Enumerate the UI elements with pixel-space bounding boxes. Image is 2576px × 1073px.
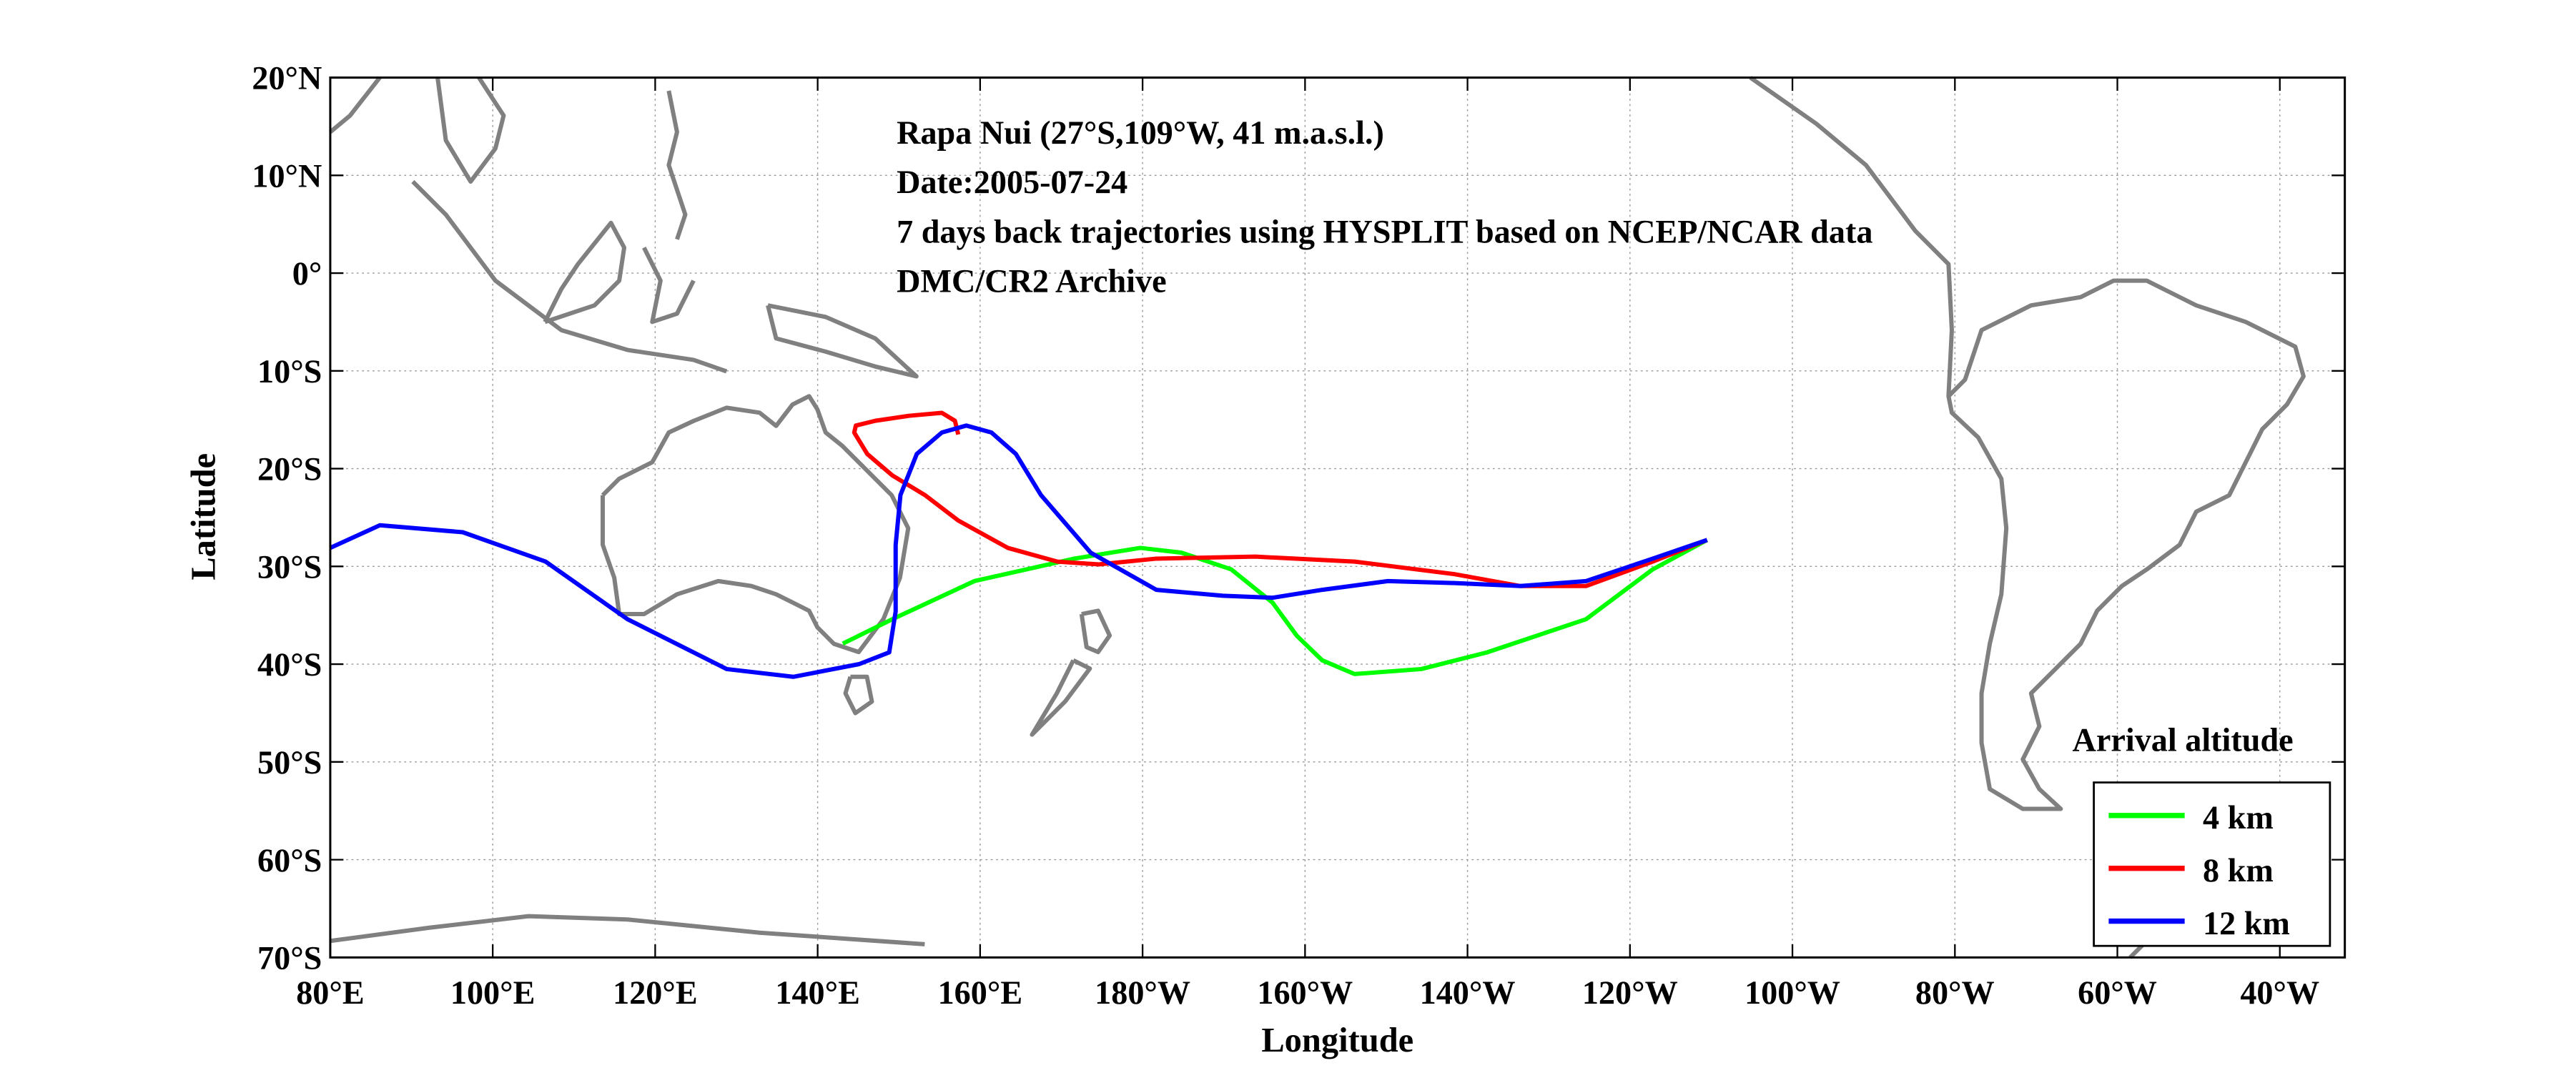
coast-philippines [666,90,688,240]
y-tick-label: 70°S [257,940,322,976]
title-line-2: Date:2005-07-24 [897,164,1127,200]
coast-new-guinea [766,303,919,379]
x-tick-label: 120°W [1582,974,1678,1011]
coast-americas [1749,76,2306,811]
x-tick-label: 140°W [1420,974,1516,1011]
coast-nz-south [1030,658,1092,737]
trajectories [329,410,1709,679]
x-tick-label: 100°E [450,974,536,1011]
x-tick-label: 80°W [1915,974,1995,1011]
coast-sumatra-java [411,179,728,374]
title-line-1: Rapa Nui (27°S,109°W, 41 m.a.s.l.) [897,114,1384,151]
plot-frame [329,76,2346,959]
x-tick-label: 60°W [2078,974,2157,1011]
y-tick-label: 50°S [257,744,322,781]
x-tick-label: 160°E [938,974,1023,1011]
y-tick-label: 60°S [257,842,322,879]
coast-india [329,76,382,134]
y-axis-label: Latitude [184,453,222,580]
x-tick-label: 80°E [296,974,364,1011]
legend: 4 km 8 km 12 km [2093,781,2331,947]
chart-title: Rapa Nui (27°S,109°W, 41 m.a.s.l.) Date:… [897,114,1872,300]
x-tick-label: 100°W [1745,974,1840,1011]
legend-label: 12 km [2203,905,2290,941]
coast-nz-north [1079,608,1112,655]
grid-lines [330,76,2345,959]
coastlines [329,76,2306,959]
y-tick-label: 0° [292,255,322,292]
coast-indochina [435,76,506,184]
trajectory-12-km [329,423,1708,679]
x-tick-label: 40°W [2240,974,2319,1011]
title-line-3: 7 days back trajectories using HYSPLIT b… [897,213,1872,249]
trajectory-4-km [842,538,1709,676]
coast-sulawesi [642,247,696,325]
x-tick-label: 160°W [1257,974,1353,1011]
coast-australia [601,394,911,655]
x-tick-label: 120°E [613,974,698,1011]
x-tick-label: 180°W [1095,974,1190,1011]
legend-label: 8 km [2203,852,2274,889]
x-axis-label: Longitude [1261,1022,1413,1059]
y-tick-label: 10°N [252,157,322,194]
coast-tasmania [843,674,874,716]
coast-antarctica [330,914,925,946]
legend-label: 4 km [2203,799,2274,836]
y-tick-label: 40°S [257,646,322,683]
y-tick-label: 20°N [252,60,322,97]
y-tick-label: 30°S [257,548,322,585]
y-tick-label: 20°S [257,451,322,488]
y-tick-label: 10°S [257,353,322,390]
legend-title: Arrival altitude [2073,722,2294,758]
x-tick-label: 140°E [775,974,860,1011]
trajectory-8-km [852,410,1708,588]
title-line-4: DMC/CR2 Archive [897,263,1166,300]
coast-borneo [543,220,627,325]
tick-labels: 80°E 100°E 120°E 140°E 160°E 180°W 160°W 140°W 1… [252,60,2345,1011]
